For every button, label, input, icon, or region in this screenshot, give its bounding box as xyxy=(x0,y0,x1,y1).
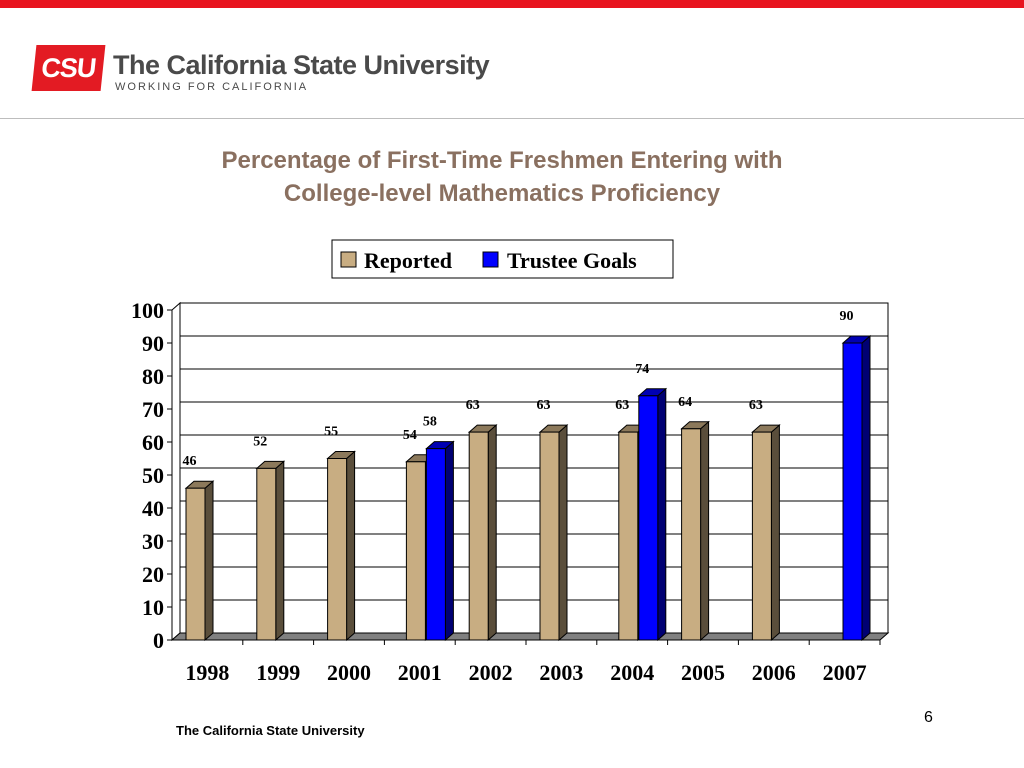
bar-reported-side xyxy=(700,420,710,642)
header-divider xyxy=(0,118,1024,119)
y-tick-label: 90 xyxy=(142,331,164,356)
y-tick-label: 10 xyxy=(142,595,164,620)
x-tick-label: 1998 xyxy=(185,660,229,685)
y-tick-label: 40 xyxy=(142,496,164,521)
y-tick-label: 100 xyxy=(131,298,164,323)
bar-reported xyxy=(327,458,348,641)
legend-label-trustee-goals: Trustee Goals xyxy=(507,248,637,273)
bar-reported xyxy=(405,461,426,641)
legend-label-reported: Reported xyxy=(364,248,452,273)
bar-trustee-goal xyxy=(842,342,863,641)
bar-reported-side xyxy=(558,423,568,642)
chart-title-line-1: Percentage of First-Time Freshmen Enteri… xyxy=(221,147,783,174)
bar-reported-side xyxy=(346,450,356,642)
x-tick-label: 2001 xyxy=(398,660,442,685)
top-accent-bar xyxy=(0,0,1024,8)
bar-reported-side xyxy=(204,480,214,642)
bar-trustee-goal-side xyxy=(657,387,667,642)
x-tick-label: 2004 xyxy=(610,660,654,685)
data-label: 74 xyxy=(635,362,649,377)
page-number: 6 xyxy=(924,709,933,726)
footer-text: The California State University xyxy=(176,723,365,738)
y-tick-label: 20 xyxy=(142,562,164,587)
y-tick-label: 50 xyxy=(142,463,164,488)
bar-reported xyxy=(681,428,702,641)
data-label: 63 xyxy=(749,398,763,413)
bar-reported xyxy=(618,431,639,641)
x-tick-label: 2006 xyxy=(752,660,796,685)
y-tick-label: 80 xyxy=(142,364,164,389)
bar-reported xyxy=(256,467,277,641)
y-tick-label: 30 xyxy=(142,529,164,554)
data-label: 52 xyxy=(253,434,267,449)
data-label: 63 xyxy=(537,398,551,413)
y-tick-label: 60 xyxy=(142,430,164,455)
data-label: 63 xyxy=(615,398,629,413)
x-tick-label: 2005 xyxy=(681,660,725,685)
legend-swatch-trustee-goals xyxy=(482,251,499,268)
bar-trustee-goal-side xyxy=(861,334,871,642)
logo-tagline: WORKING FOR CALIFORNIA xyxy=(115,81,309,93)
x-tick-label: 2003 xyxy=(539,660,583,685)
x-tick-label: 2002 xyxy=(469,660,513,685)
legend-box xyxy=(331,239,674,279)
data-label: 63 xyxy=(466,398,480,413)
bar-reported xyxy=(751,431,772,641)
x-tick-label: 1999 xyxy=(256,660,300,685)
bar-trustee-goal xyxy=(638,395,659,641)
bar-reported-side xyxy=(275,460,285,642)
data-label: 46 xyxy=(183,454,197,469)
bar-reported xyxy=(185,487,206,641)
data-label: 58 xyxy=(423,415,437,430)
chart-title: Percentage of First-Time Freshmen Enteri… xyxy=(100,144,904,210)
bar-reported-side xyxy=(770,423,780,642)
bar-trustee-goal xyxy=(425,448,446,641)
bar-trustee-goal-side xyxy=(444,440,454,642)
legend-swatch-reported xyxy=(340,251,357,268)
data-label: 54 xyxy=(403,428,417,443)
bar-reported xyxy=(468,431,489,641)
data-label: 90 xyxy=(840,309,854,324)
chart-title-line-2: College-level Mathematics Proficiency xyxy=(283,180,721,207)
chart-side-wall xyxy=(171,301,181,642)
bar-reported-side xyxy=(487,423,497,642)
data-label: 55 xyxy=(324,425,338,440)
logo-university-name: The California State University xyxy=(113,50,490,80)
y-tick-label: 0 xyxy=(153,628,164,653)
data-label: 64 xyxy=(678,395,692,410)
y-tick-label: 70 xyxy=(142,397,164,422)
bar-reported xyxy=(539,431,560,641)
x-tick-label: 2007 xyxy=(823,660,867,685)
x-tick-label: 2000 xyxy=(327,660,371,685)
